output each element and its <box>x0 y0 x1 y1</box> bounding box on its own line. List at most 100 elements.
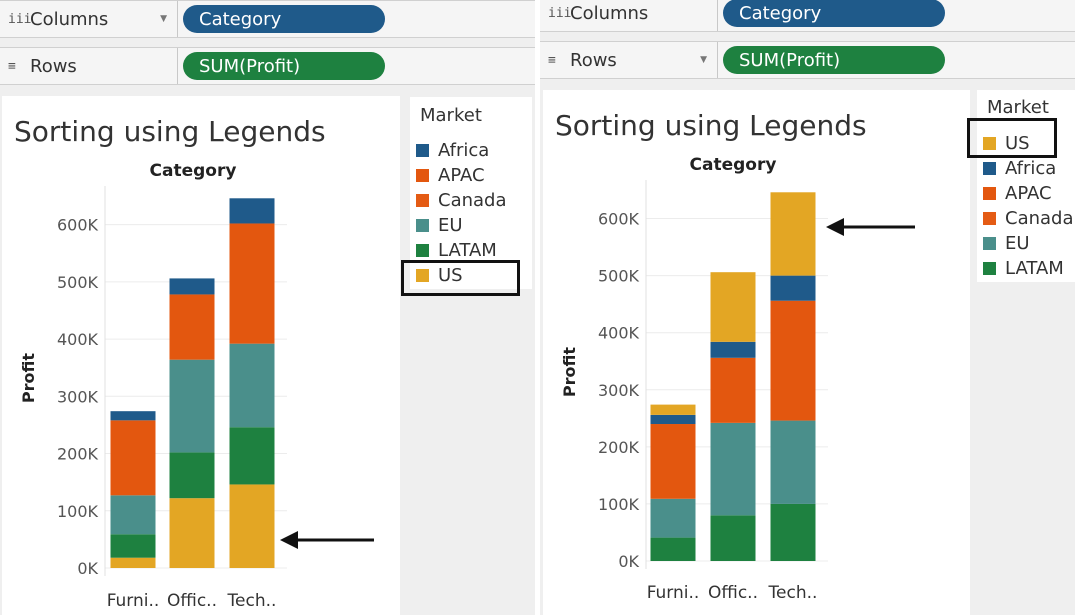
right-worksheet-panel: iii Columns Category ≡ Rows ▼ SUM(Profit… <box>540 0 1075 615</box>
legend-left: Market Africa APAC Canada EU LATAM US <box>401 97 532 296</box>
x-tick-label: Furni.. <box>647 583 700 603</box>
bar-segment-latam-tech <box>770 503 816 561</box>
legend-swatch-latam <box>983 261 996 275</box>
legend-item-africa[interactable]: Africa <box>416 138 489 162</box>
columns-shelf: iii Columns ▼ Category <box>0 0 535 38</box>
stacked-bar-chart-left: Sorting using Legends Category 0K 100K 200K 3… <box>14 115 374 611</box>
y-tick-label: 300K <box>57 387 99 406</box>
bar-segment-us-tech <box>770 192 816 276</box>
bar-segment-us-furni <box>110 557 156 568</box>
legend-label: LATAM <box>1005 257 1064 279</box>
bar-segment-eu-offic <box>169 359 215 453</box>
y-axis-label: Profit <box>19 353 38 403</box>
bar-segment-apac-offic <box>169 294 215 360</box>
bar-segment-us-tech <box>229 484 275 568</box>
stacked-bar-chart-right: Sorting using Legends Category 0K 100K 200K 3… <box>555 109 915 603</box>
legend-label: Africa <box>1005 157 1057 179</box>
highlight-box-us <box>401 260 520 296</box>
bar-segment-eu-furni <box>650 498 696 538</box>
legend-item-apac[interactable]: APAC <box>416 163 485 187</box>
bar-segment-apac-tech <box>229 223 275 344</box>
rows-shelf-label: ≡ Rows ▼ <box>540 42 718 78</box>
legend-label: US <box>438 264 463 286</box>
bar-segment-latam-tech <box>229 427 275 485</box>
x-tick-label: Tech.. <box>227 591 277 611</box>
legend-swatch-us <box>416 268 429 282</box>
y-axis-label: Profit <box>560 347 579 397</box>
legend-item-eu[interactable]: EU <box>416 213 463 237</box>
rows-shelf: ≡ Rows ▼ SUM(Profit) <box>540 41 1075 79</box>
chevron-down-icon[interactable]: ▼ <box>700 55 707 65</box>
annotation-arrow-head <box>280 531 298 549</box>
legend-swatch-latam <box>416 243 429 257</box>
y-tick-label: 400K <box>57 330 99 349</box>
legend-item-latam[interactable]: LATAM <box>983 256 1064 280</box>
legend-swatch-africa <box>416 143 429 157</box>
bar-segment-eu-furni <box>110 495 156 535</box>
x-tick-label: Offic.. <box>167 591 217 611</box>
legend-label: Canada <box>1005 207 1074 229</box>
bar-segment-eu-tech <box>229 343 275 428</box>
y-tick-label: 500K <box>598 267 640 286</box>
legend-item-eu[interactable]: EU <box>983 231 1030 255</box>
legend-label: EU <box>1005 232 1030 254</box>
legend-swatch-canada <box>983 211 996 225</box>
rows-icon: ≡ <box>8 58 16 74</box>
legend-label: EU <box>438 214 463 236</box>
rows-shelf: ≡ Rows SUM(Profit) <box>0 47 535 85</box>
legend-swatch-apac <box>416 168 429 182</box>
bar-segment-africa-furni <box>110 411 156 421</box>
bar-segment-africa-offic <box>169 278 215 295</box>
rows-pill-sum-profit[interactable]: SUM(Profit) <box>723 46 945 74</box>
bar-segment-africa-offic <box>710 341 756 358</box>
legend-label: APAC <box>438 164 485 186</box>
y-tick-label: 200K <box>57 445 99 464</box>
columns-shelf-label: iii Columns ▼ <box>0 1 178 37</box>
legend-label: LATAM <box>438 239 497 261</box>
column-header-category: Category <box>690 155 777 175</box>
legend-item-us[interactable]: US <box>983 131 1030 155</box>
columns-icon: iii <box>8 11 32 27</box>
bar-segment-latam-furni <box>650 537 696 561</box>
bar-segment-africa-tech <box>229 198 275 224</box>
columns-shelf-label: iii Columns <box>540 0 718 31</box>
legend-swatch-apac <box>983 186 996 200</box>
columns-pill-category[interactable]: Category <box>183 5 385 33</box>
legend-swatch-eu <box>416 218 429 232</box>
legend-swatch-us <box>983 136 996 150</box>
bar-segment-apac-furni <box>650 424 696 499</box>
y-tick-label: 400K <box>598 324 640 343</box>
legend-item-canada[interactable]: Canada <box>416 188 507 212</box>
x-tick-label: Tech.. <box>768 583 818 603</box>
x-tick-label: Offic.. <box>708 583 758 603</box>
legend-item-canada[interactable]: Canada <box>983 206 1074 230</box>
chevron-down-icon[interactable]: ▼ <box>160 14 167 24</box>
y-tick-label: 0K <box>618 552 639 571</box>
bar-segment-eu-tech <box>770 420 816 504</box>
chart-sheet-right: Sorting using Legends Category 0K 100K 200K 3… <box>543 90 970 615</box>
highlight-box-us <box>967 118 1057 158</box>
rows-icon: ≡ <box>548 52 556 68</box>
columns-shelf: iii Columns Category <box>540 0 1075 32</box>
legend-swatch-africa <box>983 161 996 175</box>
chart-title: Sorting using Legends <box>555 109 867 142</box>
bar-segment-us-furni <box>650 404 696 415</box>
legend-swatch-canada <box>416 193 429 207</box>
legend-right: Market US Africa APAC Canada EU LATAM <box>967 90 1075 282</box>
legend-item-us[interactable]: US <box>416 263 463 287</box>
bar-segment-eu-offic <box>710 422 756 516</box>
legend-label: APAC <box>1005 182 1052 204</box>
annotation-arrow-head <box>826 218 844 236</box>
legend-title: Market <box>987 97 1049 118</box>
bar-segment-apac-furni <box>110 420 156 496</box>
legend-swatch-eu <box>983 236 996 250</box>
legend-item-latam[interactable]: LATAM <box>416 238 497 262</box>
columns-pill-category[interactable]: Category <box>723 0 945 27</box>
rows-pill-sum-profit[interactable]: SUM(Profit) <box>183 52 385 80</box>
bar-segment-africa-tech <box>770 275 816 301</box>
y-tick-label: 100K <box>57 502 99 521</box>
bar-segment-apac-tech <box>770 300 816 421</box>
legend-item-africa[interactable]: Africa <box>983 156 1056 180</box>
legend-label: Africa <box>438 139 490 161</box>
legend-item-apac[interactable]: APAC <box>983 181 1052 205</box>
